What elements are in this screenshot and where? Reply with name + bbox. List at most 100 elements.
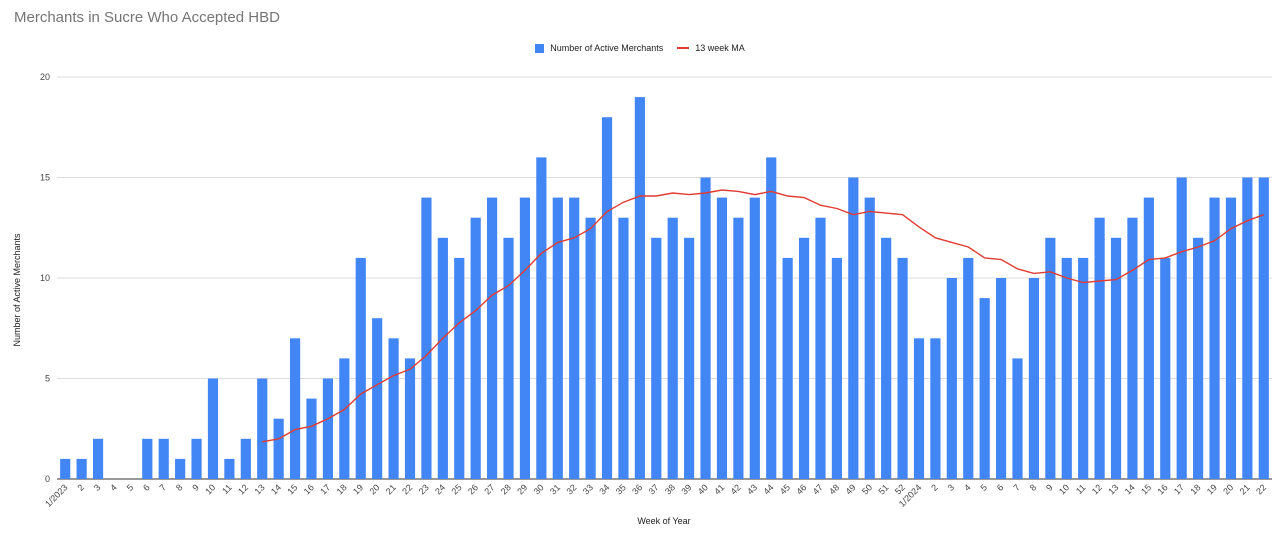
bar[interactable]	[1160, 257, 1171, 479]
x-tick-label: 34	[597, 482, 611, 496]
bar[interactable]	[289, 338, 301, 479]
bar[interactable]	[142, 438, 153, 479]
bar[interactable]	[569, 197, 580, 479]
bar[interactable]	[1242, 177, 1253, 480]
bar[interactable]	[864, 197, 875, 479]
bar[interactable]	[454, 257, 465, 479]
x-tick-label: 8	[174, 482, 185, 493]
bar[interactable]	[749, 197, 760, 479]
bar[interactable]	[552, 197, 563, 479]
bar[interactable]	[487, 197, 498, 479]
bar[interactable]	[388, 338, 399, 479]
x-tick-label: 10	[203, 482, 217, 496]
x-tick-layer: 1/2023 2 3 4 5 6 7 8 9 10 11 12 13 14 15 16 17 18 19 20 21 22…	[43, 482, 1268, 509]
bar[interactable]	[92, 438, 104, 479]
bar[interactable]	[306, 398, 317, 479]
bar[interactable]	[963, 257, 974, 479]
bar[interactable]	[404, 358, 416, 479]
bar[interactable]	[946, 278, 957, 479]
bar[interactable]	[634, 97, 645, 479]
bar[interactable]	[1258, 177, 1269, 480]
bar[interactable]	[930, 338, 941, 479]
bar[interactable]	[1094, 217, 1105, 479]
bar[interactable]	[700, 177, 711, 480]
bar[interactable]	[372, 318, 383, 479]
bar[interactable]	[979, 298, 990, 479]
bar[interactable]	[207, 378, 219, 480]
bar[interactable]	[1078, 257, 1089, 479]
x-tick-label: 16	[302, 482, 316, 496]
bar[interactable]	[716, 197, 728, 479]
x-tick-label: 9	[1044, 482, 1055, 493]
bar[interactable]	[684, 237, 695, 479]
bar[interactable]	[881, 237, 892, 479]
bar[interactable]	[1193, 237, 1204, 479]
bar[interactable]	[1110, 237, 1122, 479]
x-tick-label: 33	[581, 482, 595, 496]
bar[interactable]	[60, 458, 71, 479]
bar[interactable]	[733, 217, 744, 479]
bar[interactable]	[831, 257, 842, 479]
bar[interactable]	[897, 257, 908, 479]
bar[interactable]	[1061, 257, 1072, 479]
x-tick-label: 2	[75, 482, 86, 493]
legend-item-bars[interactable]: Number of Active Merchants	[535, 43, 663, 53]
bar[interactable]	[224, 458, 235, 479]
bar[interactable]	[175, 458, 186, 479]
bar[interactable]	[536, 157, 547, 479]
x-tick-label: 7	[158, 482, 169, 493]
x-tick-label: 30	[532, 482, 546, 496]
ma-series-line[interactable]	[262, 189, 1265, 443]
bar[interactable]	[798, 237, 810, 479]
bar[interactable]	[437, 237, 448, 479]
bar[interactable]	[618, 217, 629, 479]
bar[interactable]	[355, 257, 366, 479]
bar[interactable]	[503, 237, 514, 479]
x-tick-label: 21	[384, 482, 398, 496]
bar[interactable]	[1143, 197, 1154, 479]
bar-layer	[60, 97, 1269, 479]
x-tick-label: 10	[1057, 482, 1071, 496]
bar[interactable]	[1045, 237, 1056, 479]
x-tick-label: 13	[252, 482, 266, 496]
grid-layer	[57, 76, 1272, 480]
bar[interactable]	[766, 157, 777, 479]
legend-item-ma[interactable]: 13 week MA	[677, 43, 745, 53]
bar[interactable]	[1225, 197, 1237, 479]
x-tick-label: 19	[351, 482, 365, 496]
bar[interactable]	[782, 257, 793, 479]
bar[interactable]	[651, 237, 662, 479]
x-tick-label: 47	[811, 482, 825, 496]
bar[interactable]	[1127, 217, 1138, 479]
x-tick-label: 42	[729, 482, 743, 496]
bar[interactable]	[191, 438, 202, 479]
bar[interactable]	[519, 197, 531, 479]
x-tick-label: 15	[1139, 482, 1153, 496]
bar[interactable]	[1209, 197, 1220, 479]
bar[interactable]	[257, 378, 268, 480]
bar[interactable]	[322, 378, 334, 480]
bar[interactable]	[158, 438, 169, 479]
bar[interactable]	[76, 458, 87, 479]
x-tick-label: 25	[450, 482, 464, 496]
bar[interactable]	[1028, 278, 1040, 479]
bar[interactable]	[585, 217, 596, 479]
bar[interactable]	[913, 338, 925, 479]
bar[interactable]	[667, 217, 678, 479]
legend-swatch-line	[677, 47, 690, 49]
bar[interactable]	[1012, 358, 1023, 479]
x-tick-label: 51	[876, 482, 890, 496]
bar[interactable]	[339, 358, 350, 479]
bar[interactable]	[601, 117, 613, 479]
bar[interactable]	[995, 278, 1007, 479]
x-tick-label: 32	[564, 482, 578, 496]
bar[interactable]	[848, 177, 859, 480]
bar[interactable]	[273, 418, 284, 479]
bar[interactable]	[421, 197, 432, 479]
y-tick-label: 0	[45, 474, 50, 484]
legend-label-bars: Number of Active Merchants	[550, 43, 664, 53]
bar[interactable]	[240, 438, 251, 479]
bar[interactable]	[470, 217, 481, 479]
bar[interactable]	[815, 217, 826, 479]
bar[interactable]	[1176, 177, 1187, 480]
